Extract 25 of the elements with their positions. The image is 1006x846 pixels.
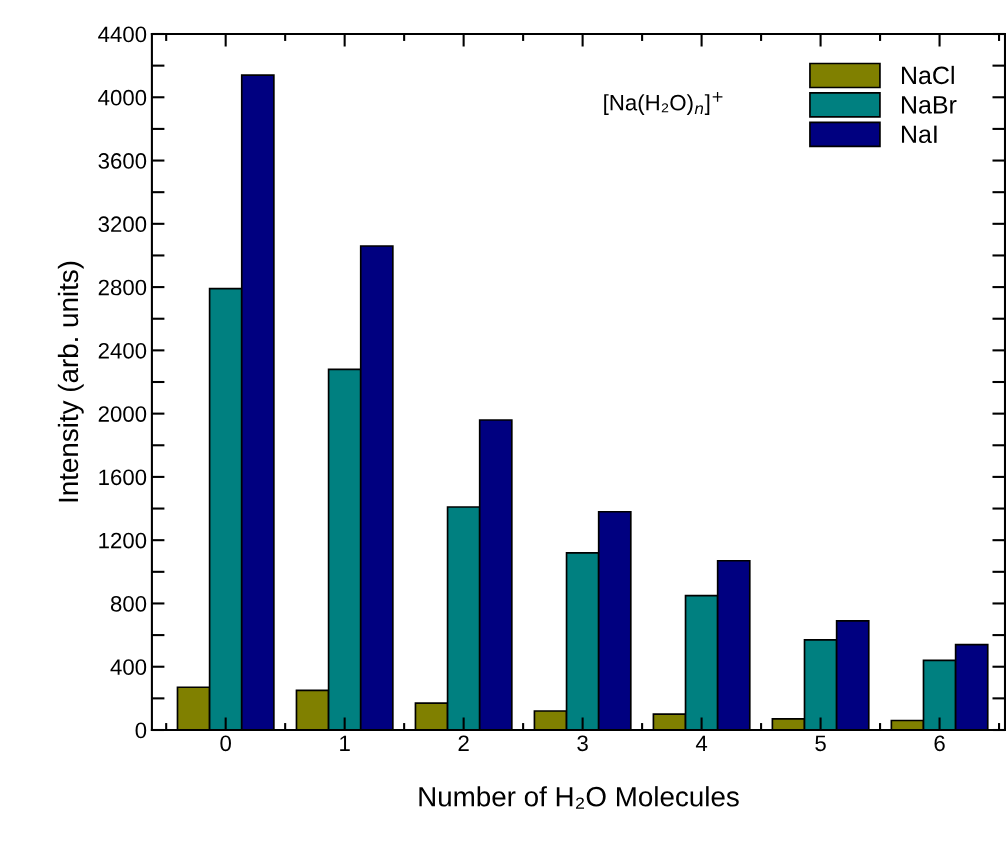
y-tick-label: 1600: [99, 469, 147, 486]
x-tick-label: 0: [220, 735, 231, 752]
y-tick-label: 3200: [98, 216, 147, 233]
y-tick-label: 400: [110, 659, 147, 675]
y-tick-label: 800: [110, 595, 147, 612]
legend-label: NaBr: [902, 96, 957, 114]
y-tick-label: 2800: [98, 279, 147, 296]
y-tick-label: 2000: [98, 406, 147, 422]
x-tick-label: 6: [934, 735, 945, 752]
x-axis-title: Number of H₂O Molecules: [419, 786, 739, 809]
x-tick-label: 5: [815, 735, 826, 752]
annotation: [Na(H₂O)$_{n}$]$^{+}$: [604, 92, 723, 115]
y-tick-label: 1200: [99, 532, 147, 549]
x-tick-label: 2: [458, 735, 469, 751]
y-tick-label: 3600: [98, 153, 147, 169]
x-tick-label: 1: [340, 735, 350, 751]
y-tick-label: 0: [135, 722, 147, 739]
y-axis-title: Intensity (arb. units): [57, 261, 84, 502]
x-tick-label: 3: [577, 735, 588, 752]
y-tick-label: 4400: [98, 26, 147, 43]
legend-label: NaCl: [902, 65, 954, 85]
y-tick-label: 2400: [98, 342, 147, 359]
x-tick-label: 4: [695, 735, 708, 751]
legend-label: NaI: [902, 125, 937, 144]
y-tick-label: 4000: [98, 89, 147, 106]
